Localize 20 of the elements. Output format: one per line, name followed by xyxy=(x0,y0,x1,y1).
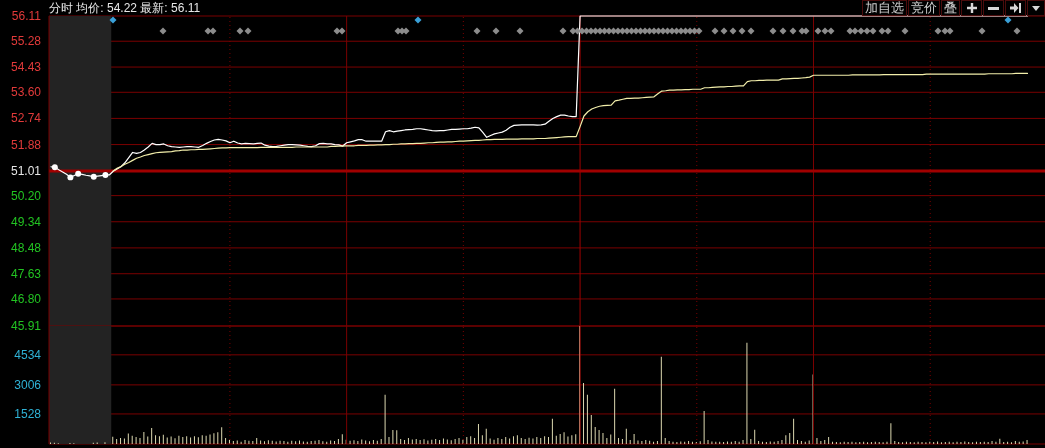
y-tick-label: 53.60 xyxy=(10,85,42,100)
y-tick-label: 48.48 xyxy=(10,240,42,255)
y-tick-label: 50.20 xyxy=(10,188,42,203)
y-tick-label: 56.11 xyxy=(11,9,42,23)
y-tick-label: 45.91 xyxy=(10,319,42,333)
text: 叠 xyxy=(941,0,960,16)
text: 竞价 xyxy=(908,0,940,16)
y-tick-label: 54.43 xyxy=(10,60,42,75)
y-tick-label: 55.28 xyxy=(10,34,42,49)
y-tick-label: 51.88 xyxy=(10,137,42,152)
chart-title: 分时 均价: 54.22 最新: 56.11 xyxy=(49,0,201,16)
y-tick-label: 47.63 xyxy=(10,266,42,281)
y-tick-label: 52.74 xyxy=(10,111,42,126)
y-tick-label: 1528 xyxy=(14,406,42,421)
y-tick-label: 4534 xyxy=(14,347,42,362)
y-tick-label: 49.34 xyxy=(10,214,42,229)
y-tick-label: 46.80 xyxy=(10,291,42,306)
y-tick-label: 51.01 xyxy=(10,164,42,178)
y-tick-label: 3006 xyxy=(14,377,42,392)
text: 加自选 xyxy=(862,0,907,16)
